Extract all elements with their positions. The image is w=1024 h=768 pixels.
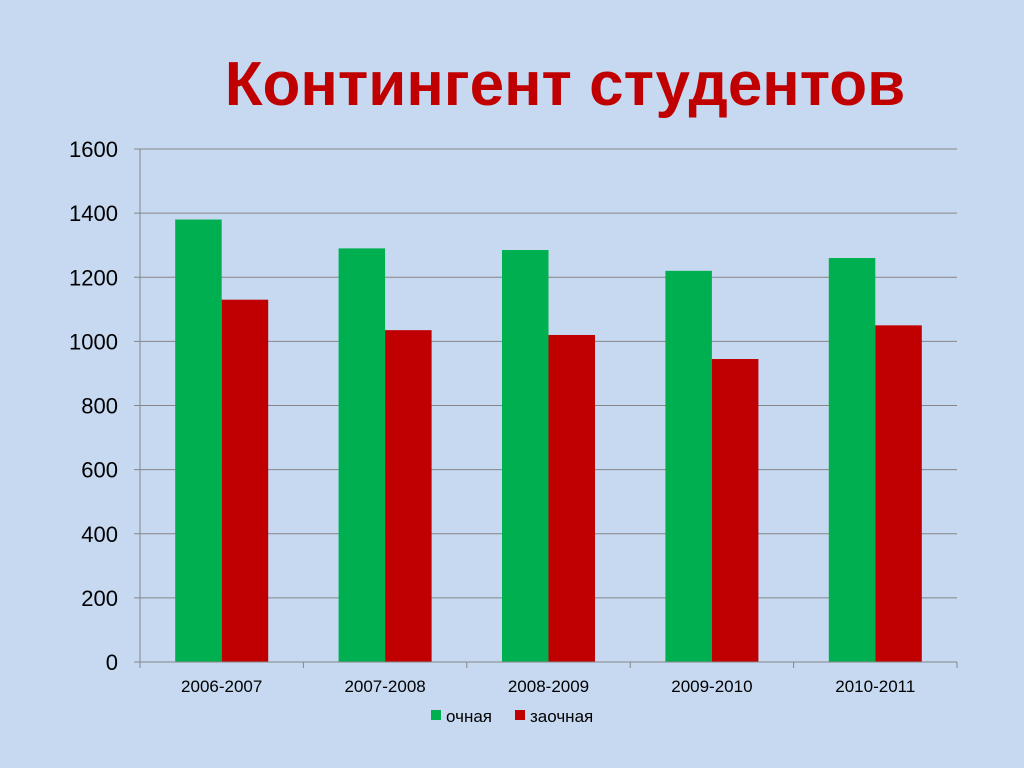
legend-swatch (431, 710, 441, 720)
y-tick-label: 1400 (69, 201, 118, 226)
bar-zaochnaya-2007-2008 (385, 330, 432, 662)
y-tick-label: 400 (81, 522, 118, 547)
axes (139, 149, 958, 668)
x-axis-labels: 2006-2007 2007-2008 2008-2009 2009-2010 2010… (181, 677, 915, 696)
bars (175, 219, 922, 663)
y-tick-label: 200 (81, 586, 118, 611)
legend-label: очная (446, 707, 492, 726)
bar-ochnaya-2006-2007 (175, 219, 222, 662)
bar-ochnaya-2009-2010 (665, 270, 712, 662)
x-tick-label: 2009-2010 (671, 677, 752, 696)
legend-label: заочная (530, 707, 593, 726)
y-tick-label: 1000 (69, 329, 118, 354)
bar-zaochnaya-2010-2011 (875, 325, 922, 662)
x-tick-label: 2008-2009 (508, 677, 589, 696)
y-tick-label: 1600 (69, 137, 118, 162)
y-tick-label: 0 (106, 650, 118, 675)
y-tick-label: 800 (81, 394, 118, 419)
y-axis-ticks: 0 200 400 600 800 1000 1200 1400 1600 (69, 137, 140, 675)
bar-zaochnaya-2008-2009 (548, 334, 595, 662)
bar-ochnaya-2007-2008 (338, 248, 386, 663)
x-tick-label: 2006-2007 (181, 677, 262, 696)
bar-ochnaya-2010-2011 (828, 258, 876, 662)
x-tick-label: 2007-2008 (344, 677, 425, 696)
legend-swatch (515, 710, 525, 720)
bar-zaochnaya-2006-2007 (221, 299, 269, 662)
legend: очная заочная (431, 707, 593, 726)
bar-ochnaya-2008-2009 (502, 249, 549, 662)
x-tick-label: 2010-2011 (835, 677, 915, 696)
slide-title: Контингент студентов (224, 50, 906, 119)
y-tick-label: 1200 (69, 265, 118, 290)
bar-zaochnaya-2009-2010 (711, 359, 759, 662)
y-tick-label: 600 (81, 458, 118, 483)
